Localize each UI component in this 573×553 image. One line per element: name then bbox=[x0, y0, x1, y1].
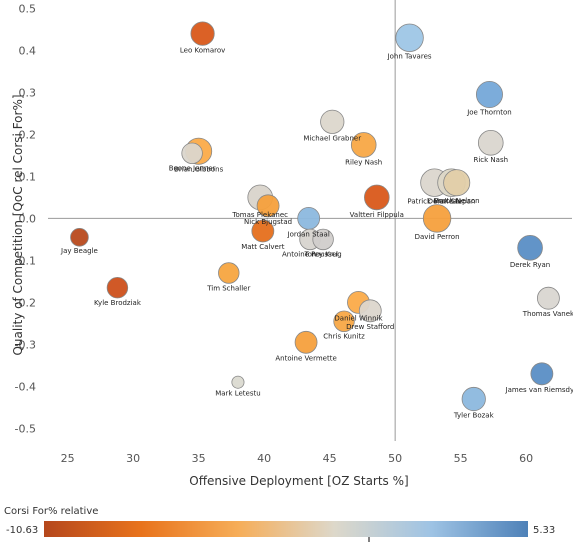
y-tick-label: 0.0 bbox=[19, 212, 37, 225]
player-label: Leo Komarov bbox=[180, 46, 225, 54]
x-tick-label: 55 bbox=[454, 452, 468, 465]
player-point bbox=[350, 132, 377, 158]
player-label: Nick Bjugstad bbox=[244, 218, 292, 226]
player-point bbox=[395, 23, 424, 53]
player-point bbox=[218, 262, 240, 284]
player-label: Chris Kunitz bbox=[323, 333, 365, 341]
legend-color-bar bbox=[44, 521, 528, 537]
player-label: Tomas Plekanec bbox=[231, 211, 288, 219]
legend-title: Corsi For% relative bbox=[4, 506, 98, 517]
player-label: Derek Stepan bbox=[428, 198, 476, 206]
player-point bbox=[364, 184, 390, 211]
player-point bbox=[190, 21, 215, 46]
player-label: Torey Krug bbox=[304, 251, 342, 259]
x-tick-label: 45 bbox=[323, 452, 337, 465]
player-label: Kyle Brodziak bbox=[94, 299, 142, 307]
legend-min-label: -10.63 bbox=[6, 525, 38, 536]
player-point bbox=[537, 286, 560, 310]
player-label: Valtteri Filppula bbox=[350, 211, 404, 219]
y-tick-label: 0.1 bbox=[19, 170, 37, 183]
player-point bbox=[333, 310, 355, 333]
y-tick-label: 0.2 bbox=[19, 128, 37, 141]
player-point bbox=[181, 142, 203, 165]
y-tick-label: 0.3 bbox=[19, 86, 37, 99]
player-label: Antoine Vermette bbox=[275, 354, 336, 362]
player-point bbox=[422, 204, 452, 233]
player-label: Patrick Marleau bbox=[407, 198, 461, 206]
axes: 25 30 35 40 45 50 55 60 0.5 0.4 0.3 0.2 0.1 0.0 -0.1 -0… bbox=[15, 2, 534, 465]
x-tick-label: 40 bbox=[257, 452, 271, 465]
player-label: Riley Nash bbox=[345, 158, 382, 166]
data-points bbox=[70, 21, 560, 412]
player-label: Jordan Staal bbox=[287, 230, 330, 238]
player-point bbox=[320, 109, 345, 134]
x-tick-label: 30 bbox=[126, 452, 140, 465]
x-tick-label: 35 bbox=[192, 452, 206, 465]
y-axis-title: Quality of Competition [QoC rel Corsi Fo… bbox=[11, 94, 25, 355]
player-point bbox=[70, 228, 89, 247]
player-label: Daniel Winnik bbox=[334, 314, 383, 322]
y-tick-label: -0.4 bbox=[15, 380, 36, 393]
legend-max-label: 5.33 bbox=[533, 525, 555, 536]
player-point bbox=[358, 299, 382, 323]
player-label: Michael Grabner bbox=[303, 135, 361, 143]
x-tick-label: 25 bbox=[61, 452, 75, 465]
y-tick-label: 0.5 bbox=[19, 2, 37, 15]
player-label: James van Riemsdyk bbox=[505, 386, 573, 394]
player-point bbox=[517, 235, 543, 261]
player-label: Tim Schaller bbox=[206, 284, 250, 292]
player-point bbox=[477, 130, 504, 156]
player-point bbox=[475, 81, 503, 109]
x-axis-title: Offensive Deployment [OZ Starts %] bbox=[189, 474, 408, 488]
player-point bbox=[251, 219, 275, 243]
x-tick-label: 60 bbox=[519, 452, 533, 465]
player-label: Joe Thornton bbox=[466, 109, 512, 117]
player-label: Derek Ryan bbox=[510, 261, 550, 269]
y-tick-label: 0.4 bbox=[19, 44, 37, 57]
player-label: Boone Jenner bbox=[169, 165, 216, 173]
y-tick-label: -0.3 bbox=[15, 338, 36, 351]
y-tick-label: -0.1 bbox=[15, 254, 36, 267]
player-point bbox=[443, 169, 471, 197]
player-label: Jay Beagle bbox=[60, 247, 98, 255]
player-point bbox=[297, 206, 321, 230]
player-label: Thomas Vanek bbox=[522, 310, 573, 318]
player-label: Tyler Bozak bbox=[453, 412, 495, 420]
player-label: Rick Nash bbox=[474, 156, 509, 164]
color-legend: Corsi For% relative -10.63 5.33 bbox=[4, 506, 555, 542]
player-point bbox=[294, 330, 318, 354]
player-point bbox=[461, 386, 486, 412]
player-label: David Perron bbox=[415, 233, 460, 241]
x-tick-label: 50 bbox=[388, 452, 402, 465]
player-point bbox=[530, 362, 554, 386]
player-label: Antoine Roussel bbox=[282, 251, 338, 259]
player-label: Drew Stafford bbox=[346, 323, 394, 331]
player-label: Brian Gibbons bbox=[174, 165, 224, 173]
y-tick-label: -0.2 bbox=[15, 296, 36, 309]
player-label: Matt Calvert bbox=[241, 243, 284, 251]
y-tick-label: -0.5 bbox=[15, 422, 36, 435]
player-label: John Tavares bbox=[387, 53, 432, 61]
player-point bbox=[312, 228, 334, 251]
point-labels: Leo Komarov John Tavares Joe Thornton Micha… bbox=[60, 46, 573, 419]
player-point bbox=[256, 194, 280, 218]
player-point bbox=[106, 277, 129, 299]
player-point bbox=[231, 375, 245, 389]
player-label: Mark Letestu bbox=[215, 389, 260, 397]
player-label: Brock Nelson bbox=[434, 197, 480, 205]
